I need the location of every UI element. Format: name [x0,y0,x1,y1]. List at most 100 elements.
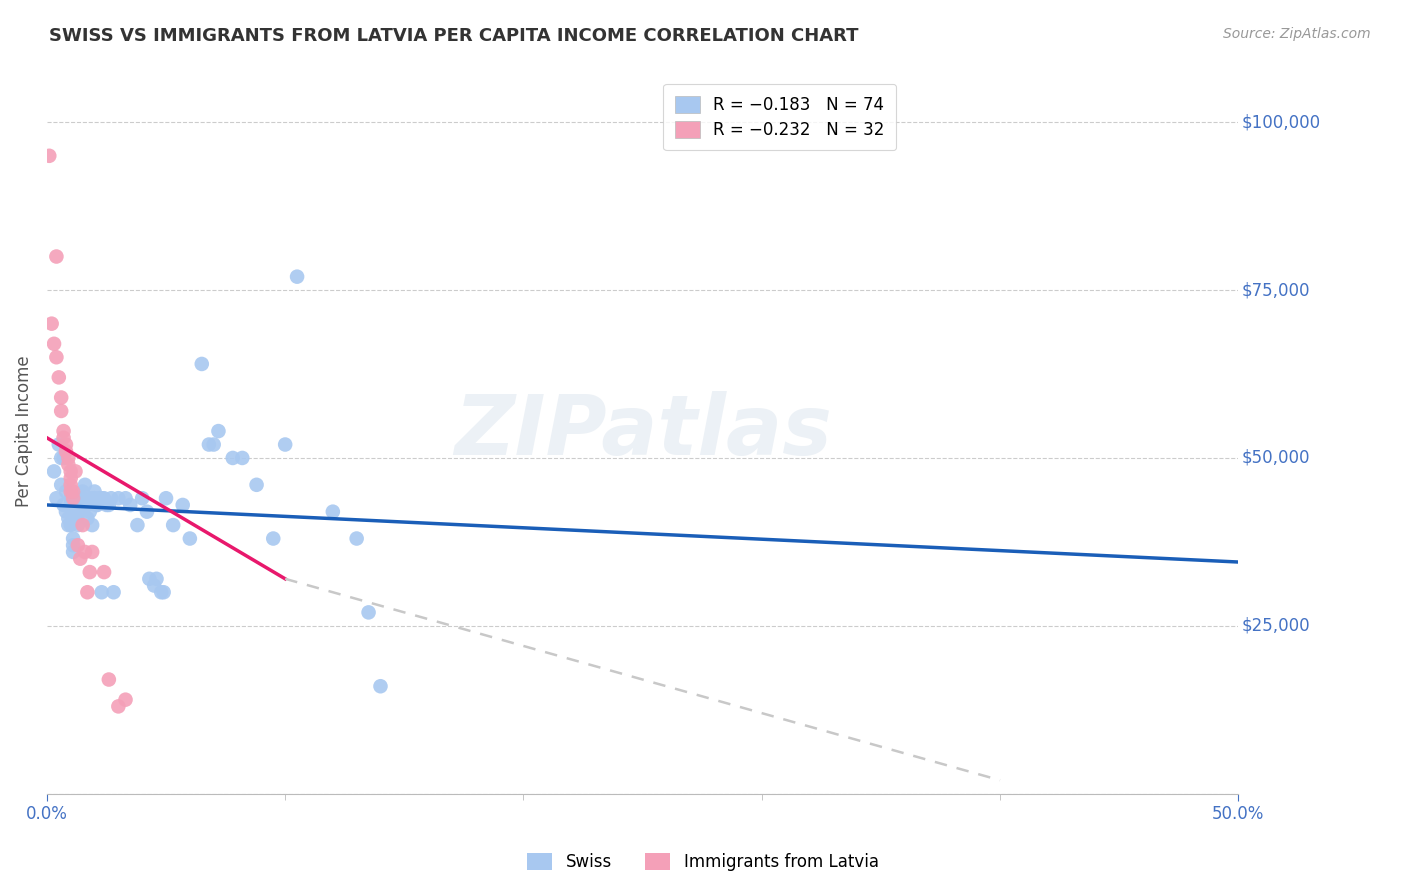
Point [96,498,118,512]
Point [262,532,284,546]
Point [136,505,159,519]
Point [86,498,108,512]
Point [52,431,75,445]
Text: SWISS VS IMMIGRANTS FROM LATVIA PER CAPITA INCOME CORRELATION CHART: SWISS VS IMMIGRANTS FROM LATVIA PER CAPI… [49,27,859,45]
Point [222,450,245,465]
Point [138,572,160,586]
Point [73,498,96,512]
Point [207,424,229,438]
Point [55,505,77,519]
Point [52,424,75,438]
Text: $75,000: $75,000 [1241,281,1310,299]
Point [198,437,221,451]
Legend: Swiss, Immigrants from Latvia: Swiss, Immigrants from Latvia [519,845,887,880]
Point [62,491,84,506]
Point [172,498,194,512]
Point [72,484,94,499]
Point [100,491,122,506]
Point [83,491,105,506]
Point [59,478,82,492]
Point [97,498,120,512]
Point [79,505,101,519]
Point [90,585,112,599]
Point [72,518,94,533]
Point [69,491,91,506]
Point [145,572,167,586]
Point [48,437,70,451]
Point [66,498,89,512]
Text: Source: ZipAtlas.com: Source: ZipAtlas.com [1223,27,1371,41]
Point [52,498,75,512]
Point [66,518,89,533]
Text: $50,000: $50,000 [1241,449,1310,467]
Text: $100,000: $100,000 [1241,113,1322,131]
Point [76,511,98,525]
Point [150,585,173,599]
Point [103,585,125,599]
Point [357,606,380,620]
Point [59,518,82,533]
Point [245,478,267,492]
Point [274,437,297,451]
Point [62,538,84,552]
Point [143,578,166,592]
Point [62,532,84,546]
Point [65,491,87,506]
Point [65,505,87,519]
Point [120,498,142,512]
Point [346,532,368,546]
Point [45,250,67,264]
Point [66,538,89,552]
Point [65,464,87,478]
Point [73,545,96,559]
Point [152,585,174,599]
Point [69,505,91,519]
Point [202,437,225,451]
Point [48,370,70,384]
Point [155,491,177,506]
Point [76,585,98,599]
Point [62,484,84,499]
Point [285,269,308,284]
Point [65,511,87,525]
Point [55,437,77,451]
Point [370,679,392,693]
Point [58,450,80,465]
Point [127,518,149,533]
Point [231,450,253,465]
Point [51,450,73,465]
Point [83,484,105,499]
Point [58,458,80,472]
Point [59,484,82,499]
Point [62,545,84,559]
Point [73,478,96,492]
Point [59,471,82,485]
Point [191,357,214,371]
Legend: R = −0.183   N = 74, R = −0.232   N = 32: R = −0.183 N = 74, R = −0.232 N = 32 [664,84,897,151]
Point [86,498,108,512]
Point [82,545,104,559]
Text: $25,000: $25,000 [1241,616,1310,635]
Point [42,464,65,478]
Point [58,518,80,533]
Point [42,336,65,351]
Point [107,699,129,714]
Point [58,511,80,525]
Point [82,518,104,533]
Point [59,498,82,512]
Point [97,673,120,687]
Point [38,149,60,163]
Point [55,484,77,499]
Point [93,565,115,579]
Point [45,350,67,364]
Point [59,491,82,506]
Text: ZIPatlas: ZIPatlas [454,391,831,472]
Point [114,692,136,706]
Point [52,450,75,465]
Y-axis label: Per Capita Income: Per Capita Income [15,355,32,507]
Point [322,505,344,519]
Point [41,317,63,331]
Point [93,491,115,506]
Point [76,498,98,512]
Point [51,404,73,418]
